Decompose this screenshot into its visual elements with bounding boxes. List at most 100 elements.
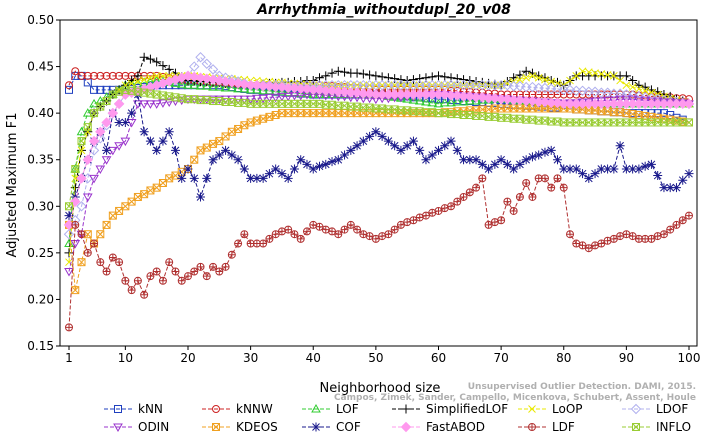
data-point-ldf	[171, 267, 180, 276]
data-point-fastabod	[220, 76, 231, 87]
data-point-simplifiedlof	[408, 75, 418, 85]
data-point-lof	[220, 82, 231, 92]
data-point-lof	[464, 96, 475, 105]
legend-swatch-cof	[302, 422, 330, 432]
data-point-cof	[452, 145, 462, 155]
data-point-ldf	[121, 276, 130, 285]
data-point-odin	[283, 92, 294, 102]
data-point-ldf	[83, 248, 92, 257]
data-point-fastabod	[226, 77, 238, 88]
data-point-cof	[446, 136, 456, 146]
legend-label: SimplifiedLOF	[426, 402, 509, 416]
data-point-odin	[264, 93, 275, 103]
legend-swatch-ldof	[622, 403, 650, 415]
data-point-cof	[509, 164, 519, 174]
data-point-cof	[152, 145, 162, 155]
y-tick-label: 0.40	[27, 106, 54, 120]
data-point-cof	[565, 164, 575, 174]
data-point-ldf	[553, 174, 562, 183]
data-point-odin	[114, 142, 124, 151]
data-point-fastabod	[239, 79, 250, 90]
data-point-cof	[490, 159, 500, 169]
legend-label: kNN	[138, 402, 163, 416]
data-point-fastabod	[364, 88, 375, 99]
legend-swatch-kdeos	[202, 423, 230, 431]
data-point-cof	[233, 155, 243, 165]
data-point-loop	[516, 75, 524, 84]
data-point-ldf	[390, 225, 399, 234]
data-point-cof	[477, 159, 487, 169]
data-point-cof	[352, 141, 362, 151]
data-point-cof	[283, 173, 293, 183]
data-point-lof	[214, 82, 225, 91]
data-point-fastabod	[301, 83, 313, 95]
data-point-cof	[177, 173, 187, 183]
data-point-fastabod	[207, 74, 219, 85]
x-tick-label: 80	[556, 351, 571, 365]
data-point-lof	[408, 95, 419, 104]
data-point-lof	[189, 80, 200, 89]
data-point-loop	[528, 72, 537, 80]
data-point-loop	[165, 72, 174, 80]
data-point-loop	[616, 76, 624, 85]
x-tick-label: 40	[306, 351, 321, 365]
data-point-odin	[164, 98, 175, 107]
data-point-ldf	[227, 250, 236, 259]
data-point-cof	[584, 173, 594, 183]
data-point-lof	[446, 97, 456, 107]
data-point-odin	[120, 137, 131, 147]
data-point-loop	[597, 70, 606, 78]
legend-marker-odin	[113, 423, 123, 433]
series-cof	[64, 90, 694, 221]
data-point-cof	[296, 155, 306, 165]
data-point-cof	[196, 192, 206, 202]
data-point-ldof	[502, 79, 513, 91]
citation-line-2: Campos, Zimek, Sander, Campello, Micenko…	[333, 393, 696, 403]
data-point-cof	[427, 150, 437, 160]
data-point-loop	[522, 73, 531, 82]
data-point-simplifiedlof	[164, 64, 174, 74]
data-point-inflo	[90, 109, 99, 118]
data-point-cof	[346, 145, 356, 155]
data-point-ldf	[177, 276, 186, 285]
data-point-cof	[120, 117, 130, 127]
data-point-cof	[459, 155, 469, 165]
data-point-cof	[659, 183, 669, 193]
data-point-cof	[684, 169, 694, 179]
data-point-lof	[195, 81, 206, 90]
data-point-inflo	[685, 118, 693, 127]
data-point-simplifiedlof	[390, 74, 400, 84]
data-point-lof	[458, 96, 469, 106]
data-point-fastabod	[464, 91, 476, 102]
data-point-ldf	[65, 323, 73, 332]
data-point-simplifiedlof	[152, 57, 162, 67]
data-point-ldf	[566, 230, 575, 239]
data-point-odin	[634, 96, 644, 106]
data-point-cof	[433, 145, 443, 155]
data-point-ldf	[196, 262, 205, 271]
data-point-cof	[559, 164, 569, 174]
data-point-ldf	[478, 174, 487, 183]
legend-marker-cof	[311, 422, 321, 432]
data-point-cof	[634, 164, 644, 174]
data-point-knnw	[71, 67, 80, 76]
data-point-odin	[245, 95, 256, 105]
data-point-cof	[371, 127, 381, 137]
data-point-fastabod	[189, 71, 200, 83]
data-point-lof	[277, 86, 287, 96]
data-point-ldf	[221, 262, 230, 271]
data-point-fastabod	[95, 126, 106, 137]
data-point-lof	[239, 83, 250, 93]
data-point-cof	[609, 164, 619, 174]
data-point-cof	[64, 211, 74, 221]
data-point-lof	[252, 84, 262, 94]
data-point-ldof	[76, 201, 87, 212]
data-point-ldf	[328, 227, 337, 236]
data-point-cof	[139, 127, 149, 137]
series-fastabod	[63, 70, 695, 231]
data-point-ldf	[678, 216, 687, 225]
legend-swatch-inflo	[622, 423, 650, 431]
data-point-cof	[302, 159, 312, 169]
data-point-odin	[270, 93, 281, 103]
data-point-fastabod	[314, 84, 325, 96]
